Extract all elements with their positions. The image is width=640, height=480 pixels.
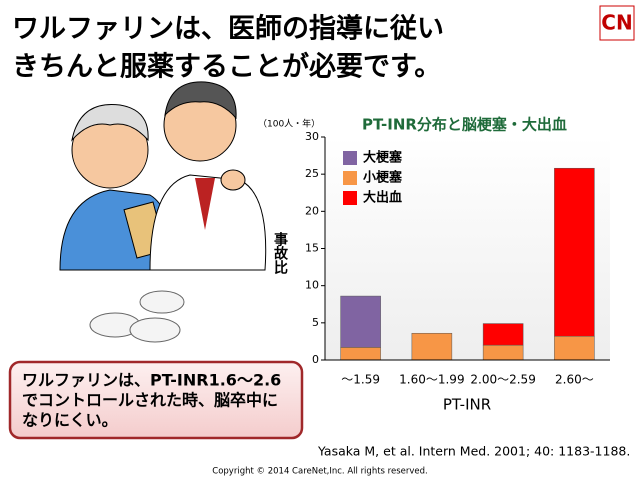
callout-line: ワルファリンは、PT-INR1.6～2.6 <box>22 371 281 390</box>
y-tick-label: 10 <box>305 279 319 292</box>
citation: Yasaka M, et al. Intern Med. 2001; 40: 1… <box>317 444 630 459</box>
y-tick-label: 15 <box>305 242 319 255</box>
legend-label: 大梗塞 <box>363 150 403 166</box>
callout-line: でコントロールされた時、脳卒中に <box>22 391 278 410</box>
y-tick-label: 20 <box>305 204 319 217</box>
x-axis-label: PT-INR <box>443 396 491 414</box>
legend-label: 大出血 <box>363 190 402 206</box>
bar-segment <box>340 295 381 348</box>
y-tick-label: 25 <box>305 167 319 180</box>
illustration <box>59 81 267 343</box>
y-unit: （100人・年） <box>258 118 320 130</box>
callout-line: なりにくい。 <box>22 411 118 430</box>
x-tick-label: 2.00～2.59 <box>470 373 535 387</box>
legend-label: 小梗塞 <box>363 170 403 186</box>
bar-segment <box>340 347 381 361</box>
legend-swatch <box>343 151 357 165</box>
x-tick-label: ～1.59 <box>341 373 380 387</box>
x-tick-label: 1.60～1.99 <box>399 373 464 387</box>
logo: CN <box>601 11 632 35</box>
x-tick-label: 2.60～ <box>555 373 594 387</box>
bar-segment <box>554 335 595 361</box>
logo-box <box>599 5 635 41</box>
y-tick-label: 0 <box>312 353 319 366</box>
copyright: Copyright © 2014 CareNet,Inc. All rights… <box>212 467 427 477</box>
y-tick-label: 5 <box>312 316 319 329</box>
bar-segment <box>482 323 524 346</box>
bar-segment <box>554 167 595 337</box>
y-axis-label: 事故比 <box>272 231 288 275</box>
chart-title: PT-INR分布と脳梗塞・大出血 <box>362 116 567 134</box>
title-line: きちんと服薬することが必要です。 <box>12 51 441 83</box>
y-tick-label: 30 <box>305 130 319 143</box>
bar-segment <box>482 344 524 361</box>
legend-swatch <box>343 171 357 185</box>
bar-segment <box>411 332 453 361</box>
title-line: ワルファリンは、医師の指導に従い <box>12 13 444 45</box>
legend-swatch <box>343 191 357 205</box>
callout-box <box>8 360 304 440</box>
